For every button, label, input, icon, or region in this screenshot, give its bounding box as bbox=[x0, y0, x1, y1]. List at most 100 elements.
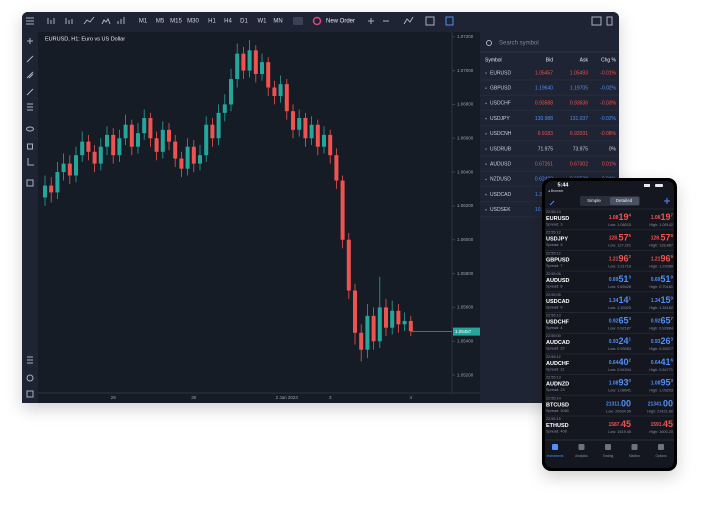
quote-high: High: 21421.80 bbox=[647, 409, 673, 413]
nav-icon[interactable] bbox=[631, 444, 638, 450]
quote-symbol[interactable]: AUDCAD bbox=[546, 340, 570, 346]
symbol-name[interactable]: USDSEK bbox=[490, 207, 511, 213]
price-part: 40 bbox=[618, 357, 628, 367]
price-part: 0.64 bbox=[609, 360, 619, 366]
timeframe-button[interactable]: H1 bbox=[208, 19, 216, 25]
candle-body bbox=[291, 111, 295, 130]
candle-body bbox=[92, 151, 97, 164]
menu-icon[interactable] bbox=[26, 17, 34, 25]
candle-body bbox=[247, 50, 252, 71]
symbol-name[interactable]: USDRUB bbox=[490, 146, 512, 152]
quote-symbol[interactable]: USDCHF bbox=[546, 319, 570, 325]
candle-body bbox=[402, 320, 407, 325]
price-part: 0.93 bbox=[651, 340, 661, 346]
window-frame bbox=[22, 12, 619, 403]
candle-body bbox=[408, 320, 413, 332]
quote-symbol[interactable]: AUDUSD bbox=[546, 278, 570, 284]
price-part: 00 bbox=[663, 399, 673, 409]
screenshot-button[interactable] bbox=[293, 17, 303, 25]
quote-high: High: 1.09203 bbox=[649, 389, 673, 393]
search-input[interactable]: Search symbol bbox=[499, 41, 539, 47]
symbol-name[interactable]: USDJPY bbox=[490, 116, 510, 122]
timeframe-button[interactable]: M5 bbox=[156, 19, 165, 25]
price-part: 93 bbox=[618, 378, 628, 388]
price-part: 45 bbox=[621, 419, 631, 429]
price-part: 3 bbox=[670, 378, 673, 383]
symbol-name[interactable]: EURUSD bbox=[490, 70, 512, 76]
nav-label[interactable]: Mailbox bbox=[629, 454, 640, 458]
watchlist-toggle[interactable] bbox=[445, 16, 454, 26]
quote-symbol[interactable]: AUDCHF bbox=[546, 361, 570, 367]
chart-type-icons[interactable] bbox=[47, 16, 125, 25]
symbol-name[interactable]: USDCHF bbox=[490, 101, 511, 107]
nav-icon[interactable] bbox=[552, 444, 558, 450]
timeframe-button[interactable]: MN bbox=[273, 19, 282, 25]
quote-symbol[interactable]: USDJPY bbox=[546, 237, 568, 243]
tab-active[interactable] bbox=[610, 197, 639, 205]
symbol-name[interactable]: GBPUSD bbox=[490, 86, 512, 92]
quote-spread: Spread: 3 bbox=[546, 243, 562, 247]
quote-spread: Spread: 4 bbox=[546, 326, 562, 330]
window-icons[interactable] bbox=[591, 16, 613, 26]
indicator-icon[interactable] bbox=[403, 16, 414, 25]
row-arrow bbox=[485, 102, 487, 105]
timeframe-button[interactable]: H4 bbox=[224, 19, 232, 25]
nav-label[interactable]: Trading bbox=[603, 454, 614, 458]
price: 0.69513 bbox=[609, 274, 632, 284]
candle-body bbox=[216, 112, 221, 139]
edit-icon[interactable] bbox=[549, 200, 555, 206]
quote-value: 0.62480 bbox=[535, 177, 553, 183]
quote-low: Low: 0.64344 bbox=[608, 368, 631, 372]
nav-label[interactable]: Instruments bbox=[547, 454, 564, 458]
nav-icon[interactable] bbox=[578, 444, 585, 450]
nav-icon[interactable] bbox=[605, 444, 611, 450]
price-part: 15 bbox=[660, 295, 670, 305]
candle-body bbox=[260, 62, 264, 74]
quote-symbol[interactable]: USDCAD bbox=[546, 299, 570, 305]
quote-time: 22:55:15 bbox=[546, 417, 561, 421]
symbol-name[interactable]: AUDUSD bbox=[490, 162, 512, 168]
timeframe-button[interactable]: W1 bbox=[258, 19, 268, 25]
nav-label[interactable]: Options bbox=[656, 454, 667, 458]
quote-symbol[interactable]: AUDNZD bbox=[546, 382, 569, 388]
quote-value: 0% bbox=[609, 146, 617, 152]
y-tick-label: 1.05200 bbox=[457, 372, 474, 377]
quote-high: High: 128.887 bbox=[649, 244, 673, 248]
candle-body bbox=[148, 117, 153, 139]
price-part: 0.93 bbox=[609, 340, 619, 346]
quote-symbol[interactable]: BTCUSD bbox=[546, 402, 569, 408]
candle-body bbox=[377, 307, 382, 342]
quote-symbol[interactable]: ETHUSD bbox=[546, 423, 569, 429]
add-icon[interactable] bbox=[664, 198, 670, 204]
tab[interactable]: Detailed bbox=[616, 198, 633, 203]
quote-high: High: 1600.20 bbox=[649, 430, 673, 434]
symbol-name[interactable]: USDCNH bbox=[490, 131, 512, 137]
quote-symbol[interactable]: GBPUSD bbox=[546, 257, 570, 263]
quote-value: 0.01% bbox=[602, 162, 617, 168]
timeframe-button[interactable]: M1 bbox=[139, 19, 148, 25]
quote-high: High: 0.93477 bbox=[649, 347, 673, 351]
quote-low: Low: 1.33325 bbox=[608, 306, 631, 310]
y-tick-label: 1.07200 bbox=[457, 34, 474, 39]
price-part: 19 bbox=[618, 212, 628, 222]
timeframe-button[interactable]: D1 bbox=[240, 19, 248, 25]
quote-symbol[interactable]: EURUSD bbox=[546, 216, 569, 222]
timeframe-button[interactable]: M15 bbox=[170, 19, 182, 25]
drawing-tools[interactable] bbox=[26, 38, 35, 398]
candle-body bbox=[229, 79, 233, 105]
zoom-icons[interactable] bbox=[368, 18, 389, 24]
new-order-button[interactable]: New Order bbox=[326, 19, 355, 25]
nav-icon[interactable] bbox=[658, 444, 664, 450]
y-tick-label: 1.05800 bbox=[457, 271, 474, 276]
timeframe-button[interactable]: M30 bbox=[187, 19, 199, 25]
candle-body bbox=[105, 134, 109, 147]
back-link[interactable]: ◂ Browser bbox=[548, 189, 564, 193]
symbol-name[interactable]: NZDUSD bbox=[490, 177, 511, 183]
candle-body bbox=[322, 134, 326, 147]
nav-label[interactable]: Analytics bbox=[575, 454, 588, 458]
tab[interactable]: Simple bbox=[587, 198, 601, 203]
candle-body bbox=[241, 53, 246, 71]
symbol-name[interactable]: USDCAD bbox=[490, 192, 512, 198]
quote-spread: Spread: 408 bbox=[546, 430, 567, 434]
layout-icon[interactable] bbox=[425, 16, 435, 26]
